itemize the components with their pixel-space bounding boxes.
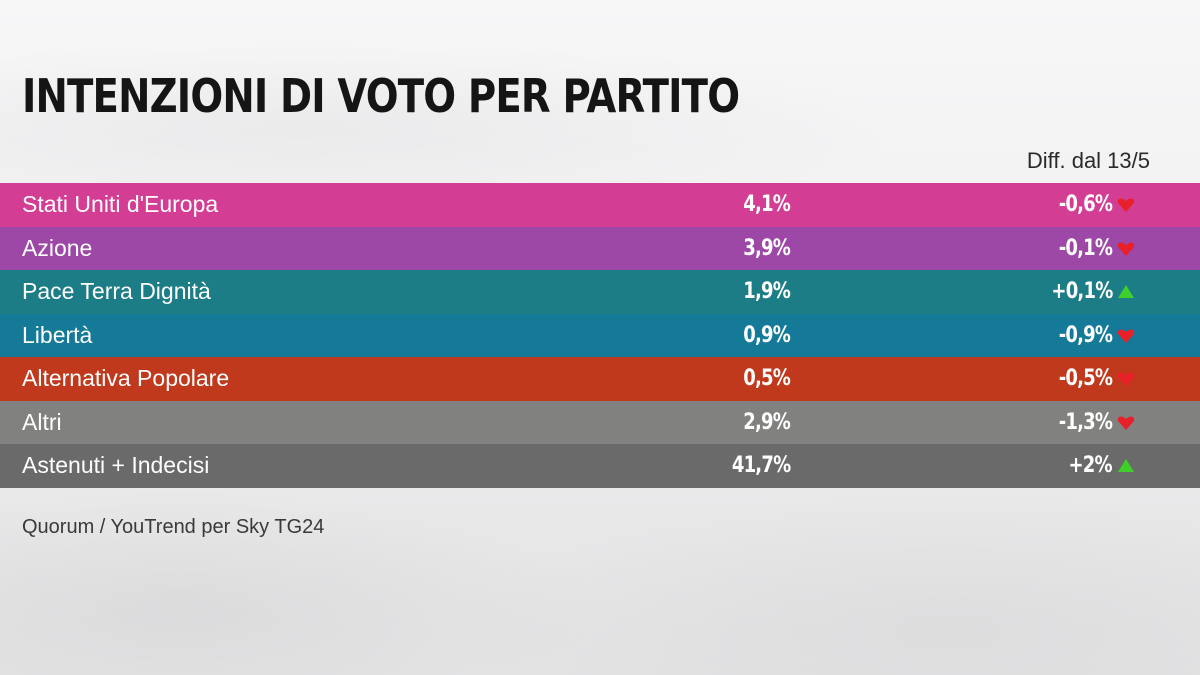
triangle-up-icon [1118, 285, 1134, 298]
vote-percentage: 41,7% [731, 453, 791, 478]
chart-title: INTENZIONI DI VOTO PER PARTITO [22, 69, 740, 123]
table-row: Pace Terra Dignità 1,9% +0,1% [0, 270, 1200, 314]
vote-percentage: 1,9% [743, 279, 791, 304]
heart-down-icon [1117, 372, 1135, 386]
party-name: Libertà [22, 321, 93, 348]
vote-percentage: 0,9% [743, 322, 791, 348]
vote-percentage: 4,1% [743, 192, 791, 217]
table-row: Alternativa Popolare 0,5% -0,5% [0, 357, 1200, 401]
source-note: Quorum / YouTrend per Sky TG24 [22, 516, 325, 538]
heart-down-icon [1117, 416, 1135, 430]
diff-value: +2% [1068, 453, 1113, 478]
table-row: Astenuti + Indecisi 41,7% +2% [0, 444, 1200, 488]
triangle-up-icon [1118, 459, 1134, 472]
diff-column-header: Diff. dal 13/5 [1026, 148, 1150, 173]
table-row: Libertà 0,9% -0,9% [0, 313, 1200, 357]
poll-table: Stati Uniti d'Europa 4,1% -0,6% Azione 3,9% -… [0, 183, 1200, 488]
party-name: Astenuti + Indecisi [22, 452, 210, 478]
diff-value: -0,1% [1058, 235, 1113, 261]
table-row: Altri 2,9% -1,3% [0, 400, 1200, 444]
party-name: Azione [22, 234, 93, 261]
diff-value: +0,1% [1050, 279, 1113, 304]
party-name: Alternativa Popolare [22, 365, 230, 391]
heart-down-icon [1117, 329, 1135, 343]
diff-value: -0,5% [1058, 366, 1113, 391]
vote-percentage: 0,5% [743, 366, 791, 391]
diff-value: -1,3% [1058, 409, 1113, 435]
party-name: Stati Uniti d'Europa [22, 191, 219, 217]
vote-percentage: 2,9% [743, 409, 791, 435]
heart-down-icon [1117, 242, 1135, 256]
vote-percentage: 3,9% [743, 235, 791, 261]
table-row: Stati Uniti d'Europa 4,1% -0,6% [0, 183, 1200, 227]
party-name: Altri [22, 408, 62, 435]
diff-value: -0,6% [1058, 192, 1113, 217]
heart-down-icon [1117, 198, 1135, 212]
diff-value: -0,9% [1058, 322, 1113, 348]
table-row: Azione 3,9% -0,1% [0, 226, 1200, 270]
party-name: Pace Terra Dignità [22, 278, 211, 304]
